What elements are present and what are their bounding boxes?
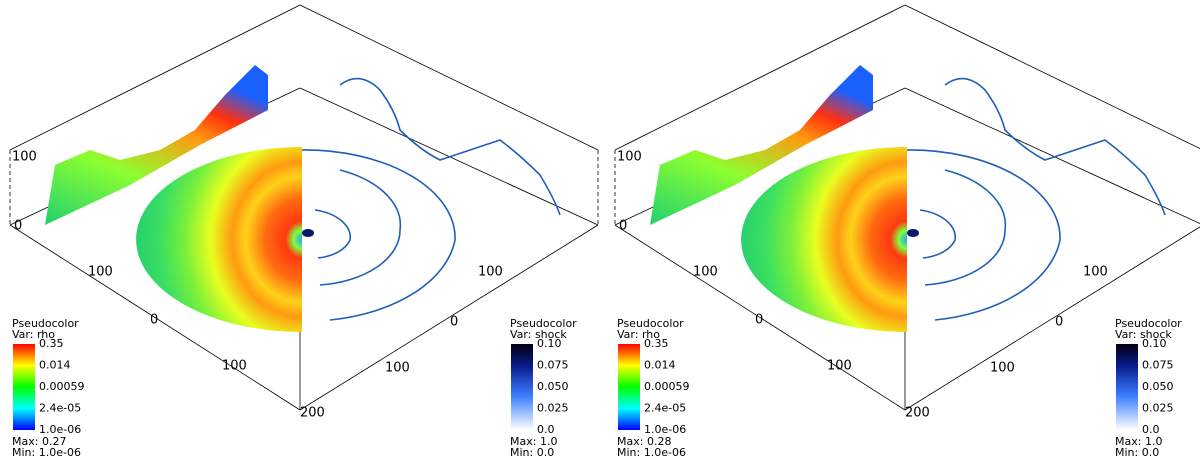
axis-label: 0 [1055,315,1063,330]
axis-label: 0 [619,219,627,234]
box-edge [614,224,906,411]
legend-tick: 1.0e-06 [39,423,81,436]
color-bar [618,344,640,430]
legend-tick: 0.35 [39,337,64,350]
legend-tick: 0.025 [1142,402,1174,415]
shock-core [907,229,919,237]
legend-tick: 0.050 [1142,380,1174,393]
shock-spiral [906,149,1061,321]
legend-tick: 0.0 [1142,423,1160,436]
legend-title: Pseudocolor [12,317,79,330]
legend-var: Var: rho [617,328,660,341]
axis-label: 100 [478,265,503,280]
box-edge [299,4,599,151]
legend-tick: 0.10 [537,337,562,350]
legend-tick: 2.4e-05 [644,402,686,415]
axis-label: 100 [990,361,1015,376]
shock-spiral [314,209,351,259]
legend-max: Max: 1.0 [510,435,557,448]
legend-tick: 0.35 [644,337,669,350]
legend-min: Min: 0.0 [510,446,554,459]
shock-core [302,229,314,237]
legend-max: Max: 0.27 [12,435,66,448]
legend-min: Min: 1.0e-06 [12,446,81,459]
shock-spiral [319,169,402,286]
legend-tick: 0.00059 [39,380,85,393]
legend-tick: 1.0e-06 [644,423,686,436]
shock-spiral [301,149,456,321]
axis-label: 0 [14,219,22,234]
legend-var: Var: rho [12,328,55,341]
legend-tick: 0.00059 [644,380,690,393]
legend-tick: 0.10 [1142,337,1167,350]
shock-spiral [919,209,956,259]
legend-title: Pseudocolor [1115,317,1182,330]
legend-max: Max: 0.28 [617,435,671,448]
shock-slice [944,77,1166,216]
axis-label: 0 [450,315,458,330]
box-edge [904,4,1200,149]
axis-label: 100 [1083,265,1108,280]
box-edge [9,4,301,151]
axis-label: 100 [88,265,113,280]
box-edge [299,224,599,411]
box-edge [904,87,1200,225]
axis-label: 100 [693,265,718,280]
density-slice [650,65,873,225]
legend-tick: 0.014 [644,359,676,372]
axis-label: 100 [12,150,37,165]
box-edge [9,224,301,411]
legend-tick: 0.050 [537,380,569,393]
legend-min: Min: 0.0 [1115,446,1159,459]
density-slice [45,65,268,225]
legend-title: Pseudocolor [617,317,684,330]
shock-spiral [924,169,1007,286]
legend-tick: 0.075 [537,359,569,372]
density-disk [136,147,302,332]
color-bar [1116,344,1138,430]
box-edge [614,4,906,151]
axis-label: 200 [300,406,325,421]
axis-label: 100 [385,361,410,376]
axis-label: 100 [222,359,247,374]
legend-tick: 0.025 [537,402,569,415]
axis-label: 200 [905,406,930,421]
axis-label: 0 [150,313,158,328]
legend-max: Max: 1.0 [1115,435,1162,448]
axis-label: 100 [617,150,642,165]
legend-tick: 2.4e-05 [39,402,81,415]
density-disk [741,147,907,332]
axis-label: 0 [755,313,763,328]
legend-tick: 0.014 [39,359,71,372]
legend-tick: 0.0 [537,423,555,436]
legend-var: Var: shock [510,328,567,341]
color-bar [511,344,533,430]
legend-title: Pseudocolor [510,317,577,330]
shock-slice [339,77,561,216]
legend-min: Min: 1.0e-06 [617,446,686,459]
legend-tick: 0.075 [1142,359,1174,372]
box-edge [904,226,1200,411]
legend-var: Var: shock [1115,328,1172,341]
color-bar [13,344,35,430]
axis-label: 100 [827,359,852,374]
